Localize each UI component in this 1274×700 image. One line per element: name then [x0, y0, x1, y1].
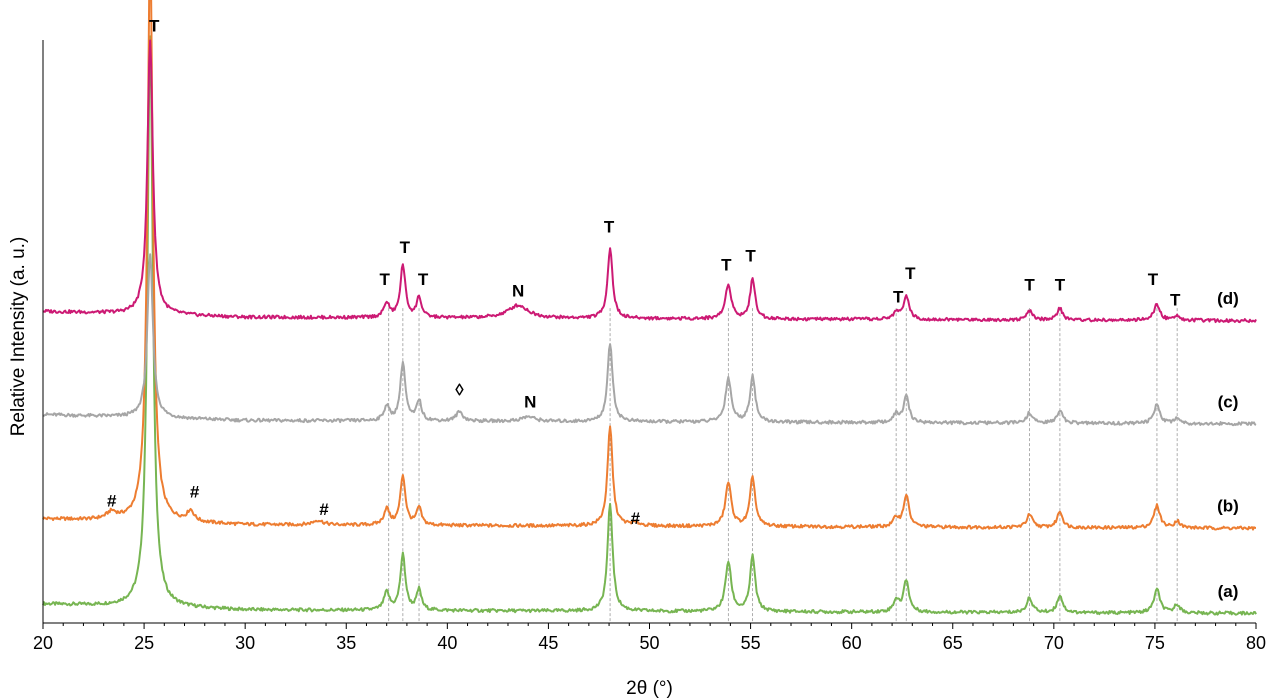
x-tick-label: 40 — [437, 633, 457, 653]
x-axis-title: 2θ (°) — [626, 678, 673, 699]
series-label: (d) — [1217, 289, 1239, 308]
x-tick-label: 35 — [336, 633, 356, 653]
series-line — [42, 0, 1257, 531]
peak-annotation: T — [379, 270, 390, 289]
peak-annotation: T — [149, 16, 160, 35]
y-axis-title: Relative Intensity (a. u.) — [8, 237, 29, 437]
series-labels: (a) (b) (c) (d) — [1217, 289, 1239, 601]
x-tick-label: 55 — [741, 633, 761, 653]
peak-annotation: T — [893, 287, 904, 306]
peak-annotation: T — [400, 238, 411, 257]
peak-annotation: # — [319, 500, 329, 519]
peak-annotation: T — [745, 247, 756, 266]
x-tick-label: 25 — [134, 633, 154, 653]
series-group — [42, 0, 1257, 616]
series-line — [42, 35, 1257, 616]
x-tick-label: 65 — [943, 633, 963, 653]
peak-annotation: T — [1055, 276, 1066, 295]
peak-annotation: T — [418, 270, 429, 289]
peak-annotation: ◊ — [455, 381, 464, 400]
x-tick-label: 30 — [235, 633, 255, 653]
peak-annotation: T — [905, 264, 916, 283]
peak-annotation: # — [190, 483, 200, 502]
series-line — [42, 253, 1257, 427]
peak-annotation: N — [524, 392, 536, 411]
peak-annotation: T — [1024, 276, 1035, 295]
peak-annotation: T — [1148, 270, 1159, 289]
series-label: (c) — [1218, 392, 1239, 411]
series-label: (b) — [1217, 497, 1239, 516]
x-tick-label: 70 — [1044, 633, 1064, 653]
axes: 20 25 30 35 40 45 50 55 60 65 70 75 80 — [33, 40, 1266, 653]
x-tick-label: 60 — [842, 633, 862, 653]
series-label: (a) — [1218, 582, 1239, 601]
x-tick-label: 45 — [538, 633, 558, 653]
x-ticks: 20 25 30 35 40 45 50 55 60 65 70 75 80 — [33, 623, 1266, 653]
x-tick-label: 75 — [1145, 633, 1165, 653]
series-line — [42, 39, 1257, 324]
x-tick-label: 80 — [1246, 633, 1266, 653]
peak-annotation: N — [512, 282, 524, 301]
peak-annotation: # — [631, 509, 641, 528]
peak-annotation: T — [1170, 290, 1181, 309]
peak-annotation: # — [107, 491, 117, 510]
x-tick-label: 50 — [639, 633, 659, 653]
x-tick-label: 20 — [33, 633, 53, 653]
reference-lines — [388, 308, 1178, 623]
peak-annotation: T — [721, 255, 732, 274]
peak-annotation: T — [604, 217, 615, 236]
